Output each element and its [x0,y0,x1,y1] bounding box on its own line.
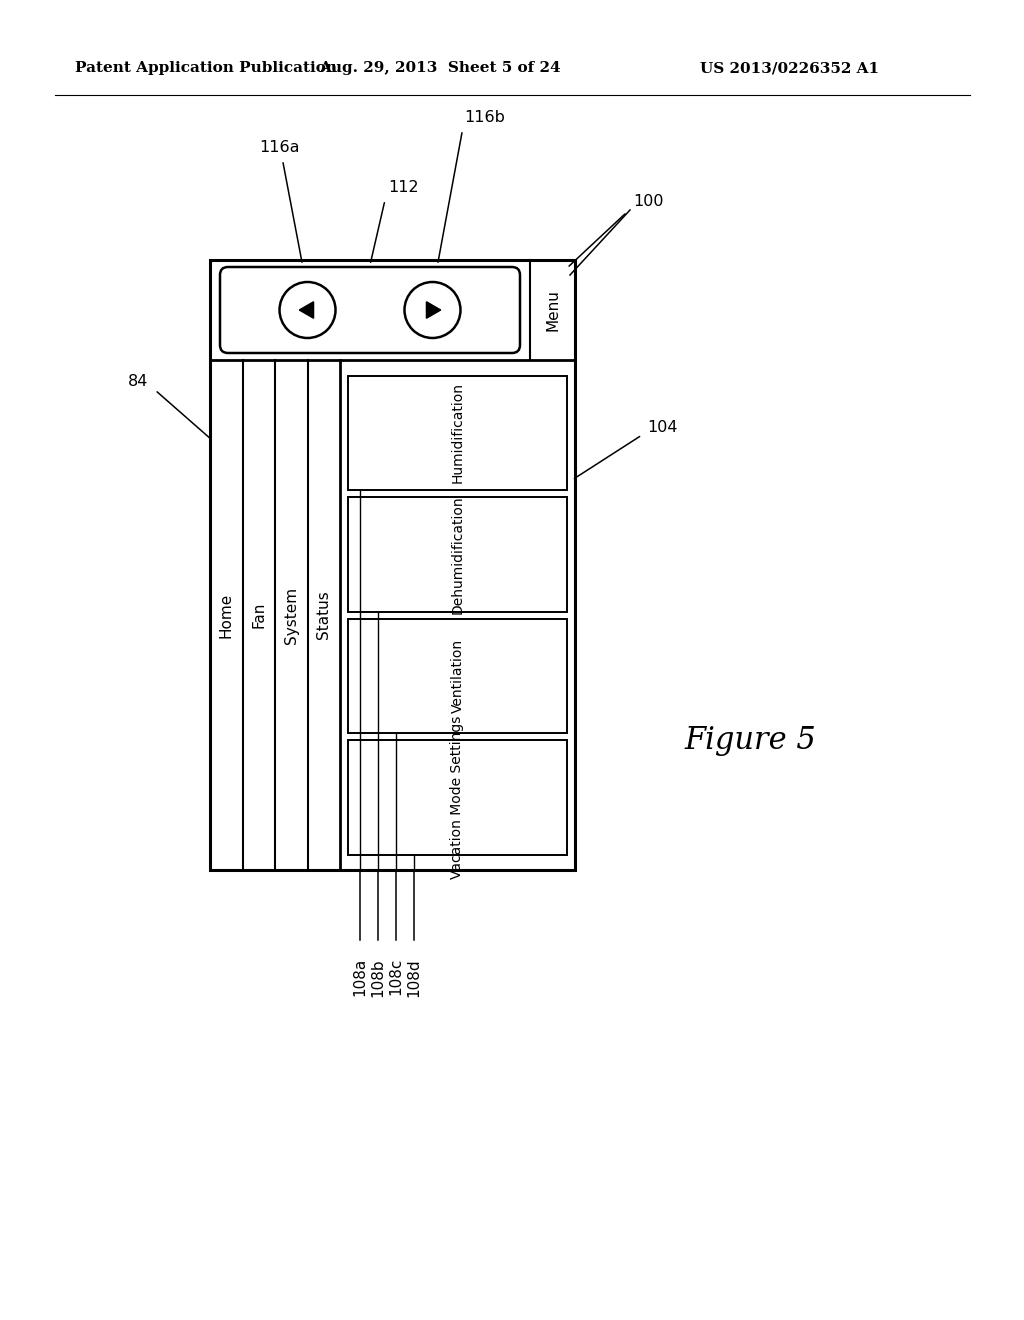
Bar [348,741,567,854]
Circle shape [404,282,461,338]
Text: 108d: 108d [407,958,422,997]
Circle shape [280,282,336,338]
Text: Figure 5: Figure 5 [684,725,816,755]
Text: 100: 100 [633,194,664,210]
Text: Aug. 29, 2013  Sheet 5 of 24: Aug. 29, 2013 Sheet 5 of 24 [319,61,561,75]
Text: 116a: 116a [259,140,300,156]
Text: Vacation Mode Settings: Vacation Mode Settings [451,715,465,879]
Text: Home: Home [219,593,233,638]
Text: US 2013/0226352 A1: US 2013/0226352 A1 [700,61,880,75]
Polygon shape [299,302,313,318]
Text: 108b: 108b [371,958,385,997]
Text: 108c: 108c [388,958,403,995]
Text: Dehumidification: Dehumidification [451,495,465,614]
Text: 116b: 116b [465,111,506,125]
Polygon shape [426,302,440,318]
Text: Fan: Fan [251,602,266,628]
Bar [348,375,567,490]
Text: Patent Application Publication: Patent Application Publication [75,61,337,75]
Text: 84: 84 [128,375,148,389]
Text: System: System [284,586,299,644]
FancyBboxPatch shape [220,267,520,352]
Bar [348,619,567,733]
Bar [210,260,575,870]
Text: Ventilation: Ventilation [451,639,465,713]
Text: Menu: Menu [546,289,560,331]
Text: 108a: 108a [352,958,368,997]
Text: 104: 104 [647,421,678,436]
Text: Humidification: Humidification [451,383,465,483]
Text: Status: Status [316,590,331,639]
Text: 112: 112 [388,181,419,195]
Bar [348,498,567,611]
